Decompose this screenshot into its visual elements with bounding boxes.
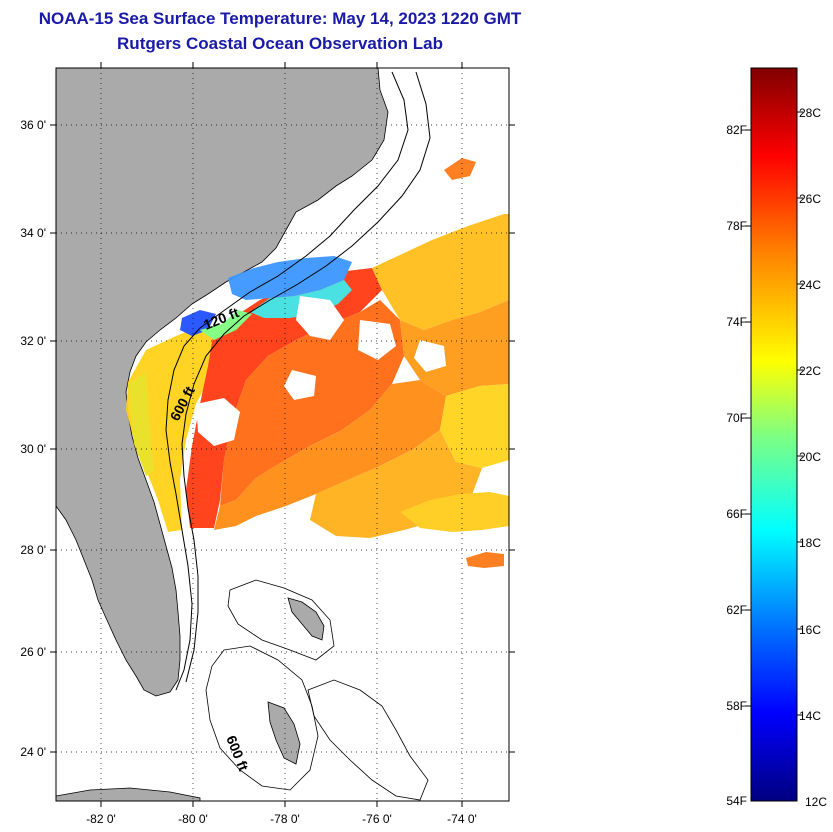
colorbar-f-70: 70F xyxy=(726,411,747,425)
lat-label-34: 34 0' xyxy=(20,226,46,240)
bahamas-bank-outline xyxy=(227,579,335,661)
colorbar-f-78: 78F xyxy=(726,219,747,233)
colorbar-f-54: 54F xyxy=(726,794,747,808)
contour-label-600ft-south: 600 ft xyxy=(223,733,252,773)
map-body xyxy=(56,68,509,801)
colorbar-c-18: 18C xyxy=(799,536,821,550)
lat-label-36: 36 0' xyxy=(20,118,46,132)
title-line-1: NOAA-15 Sea Surface Temperature: May 14,… xyxy=(38,9,522,28)
grid xyxy=(56,68,509,801)
title-line-2: Rutgers Coastal Ocean Observation Lab xyxy=(117,34,443,53)
colorbar-f-58: 58F xyxy=(726,699,747,713)
lat-label-28: 28 0' xyxy=(20,543,46,557)
colorbar-c-28: 28C xyxy=(799,106,821,120)
tick-marks xyxy=(50,62,515,807)
colorbar-f-74: 74F xyxy=(726,315,747,329)
colorbar-c-20: 20C xyxy=(799,450,821,464)
colorbar-c-12: 12C xyxy=(805,795,827,809)
colorbar-f-66: 66F xyxy=(726,507,747,521)
colorbar-c-26: 26C xyxy=(799,192,821,206)
colorbar-f-62: 62F xyxy=(726,603,747,617)
colorbar-c-14: 14C xyxy=(799,709,821,723)
lat-label-26: 26 0' xyxy=(20,645,46,659)
bahamas-great-abaco xyxy=(287,597,325,641)
sst-patches xyxy=(126,158,509,568)
lon-label-82: -82 0' xyxy=(86,812,116,826)
colorbar-ticks xyxy=(745,111,803,716)
lat-label-32: 32 0' xyxy=(20,334,46,348)
cuba-north-coast xyxy=(56,787,201,801)
contour-600ft xyxy=(181,71,431,683)
colorbar-f-82: 82F xyxy=(726,123,747,137)
bahamas-bank-outline-east xyxy=(307,679,429,801)
lon-label-74: -74 0' xyxy=(447,812,477,826)
bahamas-andros xyxy=(267,701,301,765)
colorbar-c-24: 24C xyxy=(799,278,821,292)
lon-label-80: -80 0' xyxy=(178,812,208,826)
colorbar xyxy=(750,67,798,802)
lon-label-76: -76 0' xyxy=(362,812,392,826)
colorbar-c-22: 22C xyxy=(799,364,821,378)
lat-label-24: 24 0' xyxy=(20,745,46,759)
lon-label-78: -78 0' xyxy=(270,812,300,826)
bahamas-bank-outline-south xyxy=(205,645,319,791)
lat-label-30: 30 0' xyxy=(20,442,46,456)
map-frame xyxy=(55,67,510,802)
land-mainland xyxy=(56,68,389,697)
colorbar-c-16: 16C xyxy=(799,623,821,637)
contour-120ft xyxy=(165,71,409,691)
